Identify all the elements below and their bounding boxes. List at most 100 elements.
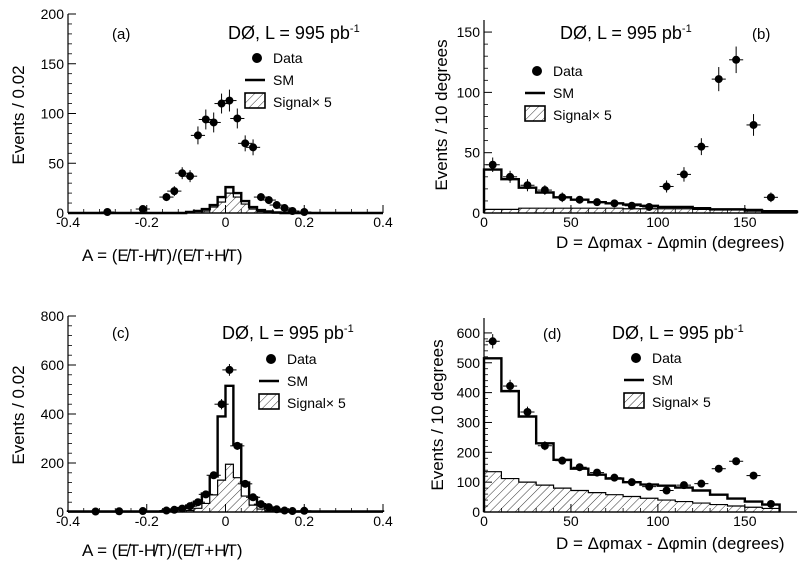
data-point [589, 198, 605, 207]
legend-entry-signal: Signal× 5 [273, 94, 332, 110]
data-point [763, 499, 778, 508]
y-tick-label: 0 [56, 205, 64, 221]
data-point [206, 112, 221, 133]
data-point [537, 441, 552, 451]
x-tick-label: 0.2 [295, 513, 315, 529]
legend-entry-signal: Signal× 5 [553, 107, 612, 123]
data-point [503, 170, 518, 183]
y-tick-label: 600 [41, 357, 65, 373]
data-point [746, 471, 761, 480]
data-point [175, 167, 190, 180]
legend: Data SM Signal× 5 [244, 50, 332, 110]
legend: Data SM Signal× 5 [623, 350, 711, 410]
sm-histogram [482, 168, 799, 213]
data-point [269, 201, 284, 210]
x-tick-label: 0.2 [295, 214, 315, 230]
data-point [763, 192, 778, 203]
x-tick-label: 150 [733, 214, 757, 230]
data-point [190, 498, 206, 507]
data-point [642, 482, 657, 491]
y-tick-label: 600 [457, 325, 481, 341]
y-tick-label: 0 [56, 504, 64, 520]
data-point [555, 192, 570, 203]
x-tick-label: 0.4 [373, 214, 393, 230]
data-point [277, 204, 292, 213]
panel-label: (b) [752, 26, 770, 43]
legend-entry-sm: SM [553, 85, 574, 101]
x-axis-title: A = (E̸T-H̸T)/(E̸T+H̸T) [82, 541, 243, 560]
legend-entry-sm: SM [273, 72, 294, 88]
data-point [214, 399, 229, 410]
y-tick-label: 400 [41, 406, 65, 422]
signal-histogram [483, 471, 781, 513]
legend-data-marker [631, 353, 641, 363]
legend-data-marker [252, 53, 262, 63]
y-axis-title: Events / 10 degrees [428, 339, 447, 490]
panel-d: 0 100 200 300 400 500 600 0 50 100 150 (d) DØ, L = 9… [428, 318, 797, 553]
y-tick-label: 300 [457, 414, 481, 430]
data-point [190, 126, 206, 145]
legend-entry-sm: SM [652, 372, 673, 388]
data-point [253, 500, 269, 509]
data-point [135, 205, 150, 214]
data-point [642, 202, 657, 211]
panel-label: (a) [112, 26, 130, 43]
data-point [253, 193, 269, 202]
x-tick-label: -0.4 [56, 513, 80, 529]
legend-entry-sm: SM [287, 373, 308, 389]
data-point [100, 208, 115, 217]
data-point [159, 193, 174, 202]
data-point [659, 486, 674, 495]
legend-entry-signal: Signal× 5 [287, 395, 346, 411]
data-point [238, 479, 253, 488]
y-tick-label: 150 [41, 56, 65, 72]
data-point [624, 478, 639, 487]
x-axis-title: D = Δφmax - Δφmin (degrees) [556, 534, 785, 553]
x-tick-label: 50 [563, 513, 579, 529]
data-point [167, 186, 182, 197]
x-tick-label: 150 [733, 513, 757, 529]
x-tick-label: 100 [646, 214, 670, 230]
y-tick-label: 0 [472, 205, 480, 221]
y-axis-title: Events / 0.02 [9, 65, 28, 164]
sm-histogram [68, 185, 383, 215]
experiment-label: DØ, L = 995 pb-1 [612, 323, 744, 343]
x-tick-label: 0 [480, 214, 488, 230]
legend-entry-data: Data [553, 63, 583, 79]
y-axis-title: Events / 0.02 [9, 365, 28, 464]
data-point [537, 185, 552, 195]
data-point [711, 464, 726, 473]
legend-data-marker [266, 354, 276, 364]
data-point [555, 456, 570, 465]
data-point [503, 379, 518, 393]
legend-signal-marker [623, 392, 645, 409]
experiment-label: DØ, L = 995 pb-1 [222, 323, 354, 343]
data-point [589, 468, 605, 477]
lumi-exponent: -1 [682, 23, 692, 35]
data-point [245, 139, 261, 156]
legend-signal-marker [244, 92, 266, 109]
panel-b: 0 50 100 150 0 50 100 150 (b) DØ, L = 995 pb-1 Dat… [432, 20, 799, 252]
y-tick-label: 100 [457, 84, 481, 100]
panel-c: 0 200 400 600 800 -0.4 -0.2 0 0.2 0.4 (c) DØ, L = 9… [9, 308, 393, 560]
panel-a: 0 50 100 150 200 -0.4 -0.2 0 0.2 0.4 (a) DØ, L = 99… [9, 6, 393, 265]
y-tick-label: 500 [457, 355, 481, 371]
data-point [676, 481, 692, 490]
lumi-exponent: -1 [350, 23, 360, 35]
y-tick-label: 50 [464, 145, 480, 161]
y-tick-label: 200 [41, 455, 65, 471]
x-tick-label: 0 [480, 513, 488, 529]
data-point [261, 196, 276, 205]
y-tick-label: 200 [457, 444, 481, 460]
data-point [198, 490, 213, 499]
data-point [182, 502, 198, 511]
data-point [222, 89, 237, 112]
legend: Data SM Signal× 5 [258, 351, 346, 411]
legend-entry-data: Data [273, 50, 303, 66]
panel-label: (c) [112, 325, 130, 342]
legend-data-marker [532, 66, 542, 76]
x-axis-title: D = Δφmax - Δφmin (degrees) [556, 233, 785, 252]
data-point [245, 493, 261, 502]
legend: Data SM Signal× 5 [524, 63, 612, 123]
